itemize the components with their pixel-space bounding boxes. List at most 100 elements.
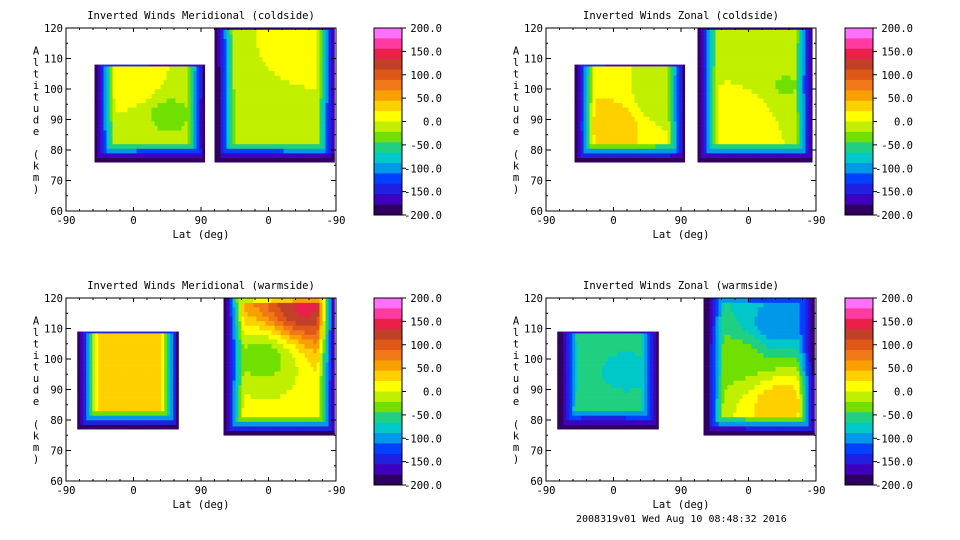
chart-title: Inverted Winds Meridional (coldside)	[87, 10, 315, 22]
contour-cell	[292, 29, 296, 35]
contour-cell	[92, 383, 96, 389]
contour-cell	[646, 134, 650, 140]
contour-cell	[184, 111, 188, 117]
contour-cell	[274, 121, 278, 126]
contour-cell	[796, 89, 800, 94]
contour-cell	[190, 79, 194, 85]
contour-cell	[616, 102, 620, 108]
contour-cell	[712, 70, 716, 76]
contour-cell	[289, 28, 293, 30]
contour-cell	[274, 143, 278, 149]
contour-cell	[83, 378, 87, 384]
contour-cell	[583, 93, 587, 99]
contour-cell	[661, 153, 665, 158]
contour-cell	[133, 64, 137, 67]
contour-cell	[715, 134, 719, 140]
contour-cell	[265, 125, 269, 131]
contour-cell	[265, 28, 269, 30]
contour-cell	[262, 116, 266, 122]
contour-cell	[139, 70, 143, 76]
contour-cell	[196, 125, 200, 131]
contour-cell	[124, 66, 128, 71]
contour-cell	[682, 134, 686, 140]
contour-cell	[709, 143, 713, 149]
contour-cell	[94, 84, 98, 90]
contour-cell	[607, 139, 611, 145]
contour-cell	[808, 70, 812, 76]
contour-cell	[778, 148, 782, 154]
contour-cell	[766, 29, 770, 35]
contour-cell	[139, 84, 143, 90]
contour-cell	[301, 75, 305, 81]
contour-cell	[598, 70, 602, 76]
contour-cell	[134, 346, 138, 352]
contour-cell	[319, 38, 323, 44]
contour-cell	[164, 415, 168, 421]
contour-cell	[148, 64, 152, 67]
contour-cell	[775, 84, 779, 90]
contour-cell	[658, 121, 662, 126]
contour-cell	[166, 70, 170, 76]
contour-cell	[649, 84, 653, 90]
contour-cell	[727, 52, 731, 58]
contour-cell	[796, 38, 800, 44]
contour-cell	[247, 29, 251, 35]
contour-cell	[268, 153, 272, 158]
contour-cell	[103, 79, 107, 85]
contour-cell	[679, 116, 683, 122]
contour-cell	[217, 107, 221, 113]
contour-cell	[304, 38, 308, 44]
contour-cell	[772, 102, 776, 108]
contour-cell	[86, 410, 90, 416]
contour-cell	[202, 153, 206, 158]
contour-cell	[598, 143, 602, 149]
contour-cell	[790, 52, 794, 58]
contour-cell	[124, 157, 128, 163]
contour-cell	[89, 420, 93, 425]
contour-cell	[322, 93, 326, 99]
contour-cell	[622, 134, 626, 140]
contour-cell	[286, 34, 290, 39]
contour-cell	[127, 93, 131, 99]
contour-cell	[736, 56, 740, 62]
contour-cell	[736, 66, 740, 71]
contour-cell	[289, 56, 293, 62]
contour-cell	[199, 64, 203, 67]
contour-cell	[271, 153, 275, 158]
contour-cell	[304, 107, 308, 113]
contour-cell	[706, 130, 710, 136]
contour-cell	[298, 43, 302, 49]
contour-cell	[316, 143, 320, 149]
contour-cell	[721, 43, 725, 49]
contour-cell	[595, 93, 599, 99]
contour-cell	[187, 111, 191, 117]
contour-cell	[787, 79, 791, 85]
contour-cell	[676, 121, 680, 126]
contour-cell	[235, 29, 239, 35]
contour-cell	[760, 102, 764, 108]
contour-cell	[268, 47, 272, 53]
contour-cell	[721, 52, 725, 58]
contour-cell	[763, 116, 767, 122]
contour-cell	[601, 134, 605, 140]
contour-cell	[745, 148, 749, 154]
contour-cell	[274, 89, 278, 94]
contour-cell	[805, 98, 809, 104]
contour-cell	[739, 143, 743, 149]
contour-cell	[220, 143, 224, 149]
contour-cell	[325, 148, 329, 154]
contour-cell	[787, 56, 791, 62]
contour-cell	[754, 98, 758, 104]
contour-cell	[745, 56, 749, 62]
contour-cell	[328, 111, 332, 117]
contour-cell	[592, 153, 596, 158]
contour-cell	[673, 134, 677, 140]
contour-cell	[220, 28, 224, 30]
contour-cell	[271, 70, 275, 76]
contour-cell	[97, 66, 101, 71]
contour-cell	[80, 346, 84, 352]
contour-cell	[151, 102, 155, 108]
contour-cell	[146, 397, 150, 402]
contour-cell	[739, 70, 743, 76]
contour-cell	[268, 28, 272, 30]
